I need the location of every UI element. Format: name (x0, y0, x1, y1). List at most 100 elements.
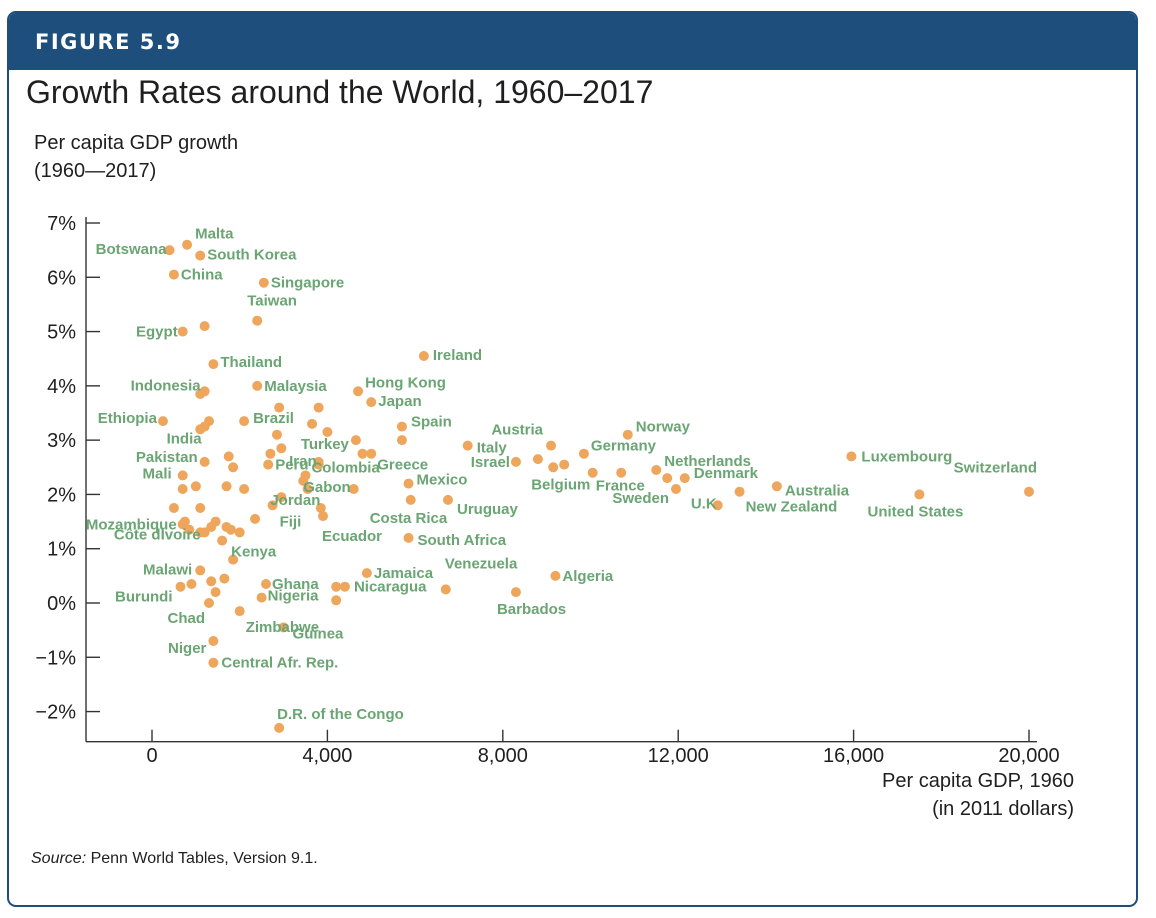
data-point (396, 435, 407, 446)
data-point (771, 481, 782, 492)
y-axis-label-line-2: (1960—2017) (34, 160, 157, 182)
point-label: South Africa (418, 532, 507, 549)
data-point (239, 484, 250, 494)
data-point (366, 397, 377, 408)
data-point (223, 451, 234, 462)
data-point (322, 427, 333, 437)
point-labels: Malta Botswana South Korea China SingaporeTa… (86, 226, 1037, 723)
data-point (671, 484, 682, 494)
data-point (258, 277, 269, 288)
y-tick-label: 1% (47, 539, 76, 561)
data-point (177, 519, 188, 530)
data-point (914, 489, 925, 500)
point-label: Kenya (231, 544, 277, 561)
data-point (276, 443, 287, 454)
data-point (418, 351, 429, 361)
data-point (175, 581, 186, 592)
data-point (274, 402, 285, 413)
data-point (221, 481, 232, 492)
data-point (662, 473, 673, 484)
x-axis-label-line-2: (in 2011 dollars) (932, 798, 1074, 820)
point-label: China (181, 267, 223, 284)
point-label: Côte dIvoire (114, 526, 201, 543)
data-points (157, 239, 1034, 733)
point-label: Costa Rica (370, 510, 448, 527)
data-point (348, 484, 359, 494)
data-point (302, 484, 313, 494)
data-point (405, 494, 416, 505)
point-label: Algeria (562, 568, 614, 585)
data-point (276, 492, 287, 503)
data-point (252, 380, 263, 391)
data-point (396, 421, 407, 432)
data-point (313, 402, 324, 413)
data-point (239, 416, 250, 427)
y-tick-label: −2% (35, 702, 76, 724)
point-label: South Korea (207, 247, 297, 264)
point-label: Chad (168, 610, 206, 627)
point-label: Taiwan (247, 293, 297, 310)
point-label: Ecuador (322, 528, 382, 545)
figure-frame: FIGURE 5.9 (7, 11, 1138, 907)
data-point (313, 456, 324, 467)
x-tick-label: 20,000 (998, 745, 1059, 767)
data-point (199, 421, 210, 432)
point-label: U.K (691, 495, 717, 512)
point-label: Spain (411, 414, 452, 431)
point-label: Pakistan (136, 449, 198, 466)
data-point (651, 465, 662, 475)
y-tick-label: −1% (35, 647, 76, 669)
data-point (168, 503, 179, 513)
point-label: Iran (289, 453, 317, 470)
point-label: Netherlands (664, 453, 751, 470)
data-point (307, 418, 318, 429)
point-label: Guinea (293, 625, 345, 642)
point-label: Japan (378, 393, 421, 410)
data-point (168, 269, 179, 280)
data-point (559, 459, 570, 470)
data-point (228, 554, 239, 565)
x-tick-label: 8,000 (478, 745, 528, 767)
point-label: Malta (195, 226, 234, 243)
data-point (578, 448, 589, 459)
point-label: Uruguay (457, 501, 519, 518)
point-label: New Zealand (746, 499, 838, 516)
point-label: Barbados (497, 601, 566, 618)
x-tick-label: 12,000 (648, 745, 709, 767)
figure-banner: FIGURE 5.9 (9, 13, 1136, 70)
data-point (256, 592, 267, 603)
point-label: Zimbabwe (246, 619, 319, 636)
data-point (712, 500, 723, 511)
point-label: Hong Kong (365, 374, 446, 391)
data-point (403, 478, 414, 489)
data-point (177, 326, 188, 337)
data-point (208, 657, 219, 668)
data-point (199, 386, 210, 397)
data-point (366, 448, 377, 459)
data-point (442, 494, 453, 505)
point-label: Malawi (143, 561, 192, 578)
data-point (234, 606, 245, 617)
point-label: Austria (491, 422, 543, 439)
point-label: France (596, 478, 645, 495)
data-point (252, 315, 263, 326)
point-label: Peru (275, 457, 308, 474)
point-label: Central Afr. Rep. (221, 655, 338, 672)
data-point (274, 722, 285, 733)
data-point (462, 440, 473, 451)
y-tick-label: 3% (47, 430, 76, 452)
data-point (186, 579, 197, 589)
point-label: Turkey (301, 436, 350, 453)
x-tick-label: 4,000 (302, 745, 352, 767)
data-point (265, 448, 276, 459)
point-label: Nicaragua (354, 579, 427, 596)
point-label: Egypt (136, 324, 178, 341)
y-axis-label-line-1: Per capita GDP growth (34, 132, 239, 154)
data-point (510, 587, 521, 598)
data-point (261, 579, 272, 589)
y-tick-label: 2% (47, 484, 76, 506)
x-tick-label: 0 (146, 745, 157, 767)
point-label: Germany (591, 438, 657, 455)
data-point (353, 386, 364, 397)
point-label: Thailand (220, 354, 282, 371)
